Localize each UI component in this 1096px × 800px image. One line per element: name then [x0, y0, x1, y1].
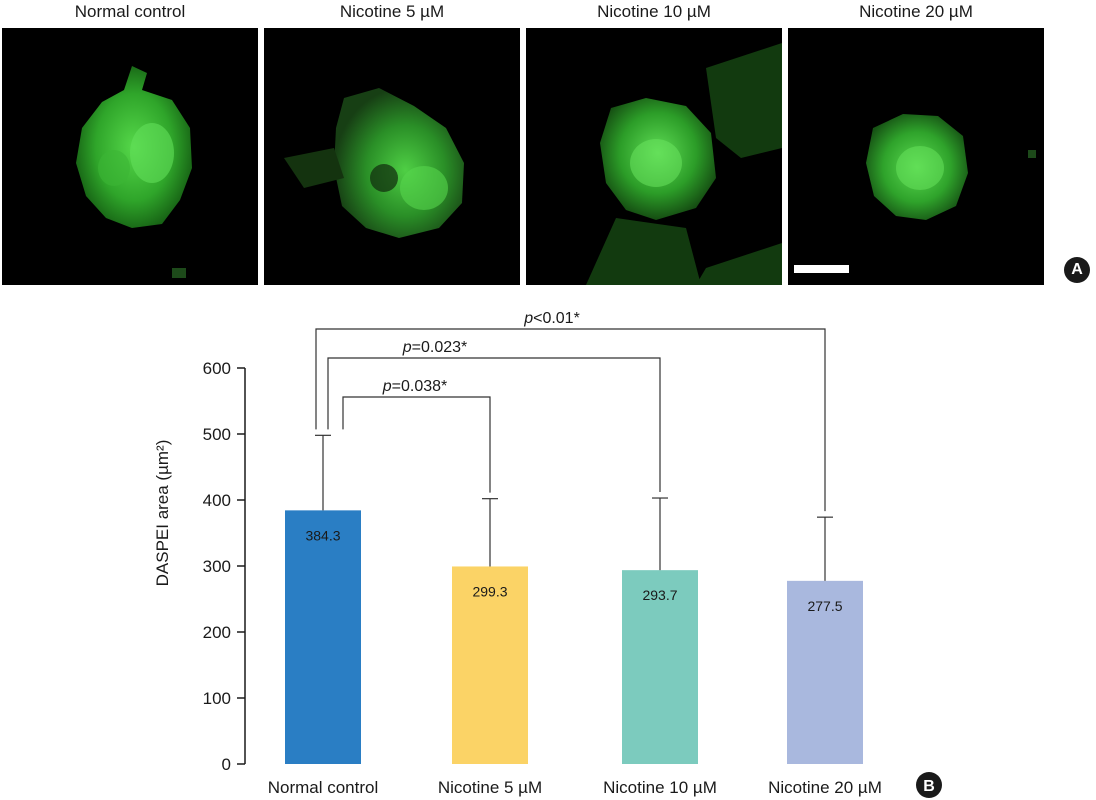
comparison-bracket [327, 357, 661, 493]
bar-value-label: 277.5 [807, 598, 842, 614]
micrograph-nicotine-5 [264, 28, 520, 285]
x-tick-label: Nicotine 10 µM [603, 778, 717, 797]
error-bars [315, 434, 833, 581]
micrograph-nicotine-10 [526, 28, 782, 285]
comparison-bracket [342, 396, 491, 493]
image-title-nicotine-20: Nicotine 20 µM [859, 2, 973, 21]
significance-brackets: p=0.038* p=0.023* p<0.01* [315, 310, 826, 512]
bar [285, 510, 361, 764]
panel-b-badge: B [916, 772, 942, 798]
bar [622, 570, 698, 764]
comparison-label: p=0.023* [402, 339, 468, 356]
x-tick-label: Nicotine 5 µM [438, 778, 542, 797]
panel-a-badge: A [1064, 257, 1090, 283]
y-axis: 0 100 200 300 400 500 600 [203, 359, 246, 774]
bar [452, 566, 528, 764]
y-tick-label: 100 [203, 689, 231, 708]
comparison-label: p<0.01* [523, 310, 580, 327]
y-tick-label: 300 [203, 557, 231, 576]
bar-value-label: 293.7 [642, 587, 677, 603]
bar-value-label: 299.3 [472, 583, 507, 599]
micrograph-normal-control [2, 28, 258, 285]
scale-bar [794, 265, 849, 273]
svg-text:B: B [923, 778, 935, 795]
image-title-normal-control: Normal control [74, 2, 186, 21]
comparison-bracket [315, 328, 826, 512]
y-tick-label: 200 [203, 623, 231, 642]
image-title-nicotine-5: Nicotine 5 µM [339, 2, 445, 21]
y-tick-label: 600 [203, 359, 231, 378]
x-tick-label: Nicotine 20 µM [768, 778, 882, 797]
bar-value-label: 384.3 [305, 527, 340, 543]
comparison-label: p=0.038* [382, 378, 448, 395]
y-tick-label: 400 [203, 491, 231, 510]
bars: 384.3 299.3 293.7 277.5 [285, 510, 863, 764]
bar [787, 580, 863, 764]
bar-chart: 0 100 200 300 400 500 600 384.3 299.3 293.7 277.5… [153, 310, 942, 798]
y-tick-label: 500 [203, 425, 231, 444]
y-tick-label: 0 [222, 755, 231, 774]
micrograph-nicotine-20 [788, 28, 1044, 285]
image-title-nicotine-10: Nicotine 10 µM [597, 2, 711, 21]
x-tick-label: Normal control [268, 778, 379, 797]
x-axis-labels: Normal control Nicotine 5 µM Nicotine 10 µ… [268, 778, 882, 797]
y-axis-label: DASPEI area (µm²) [153, 440, 172, 587]
